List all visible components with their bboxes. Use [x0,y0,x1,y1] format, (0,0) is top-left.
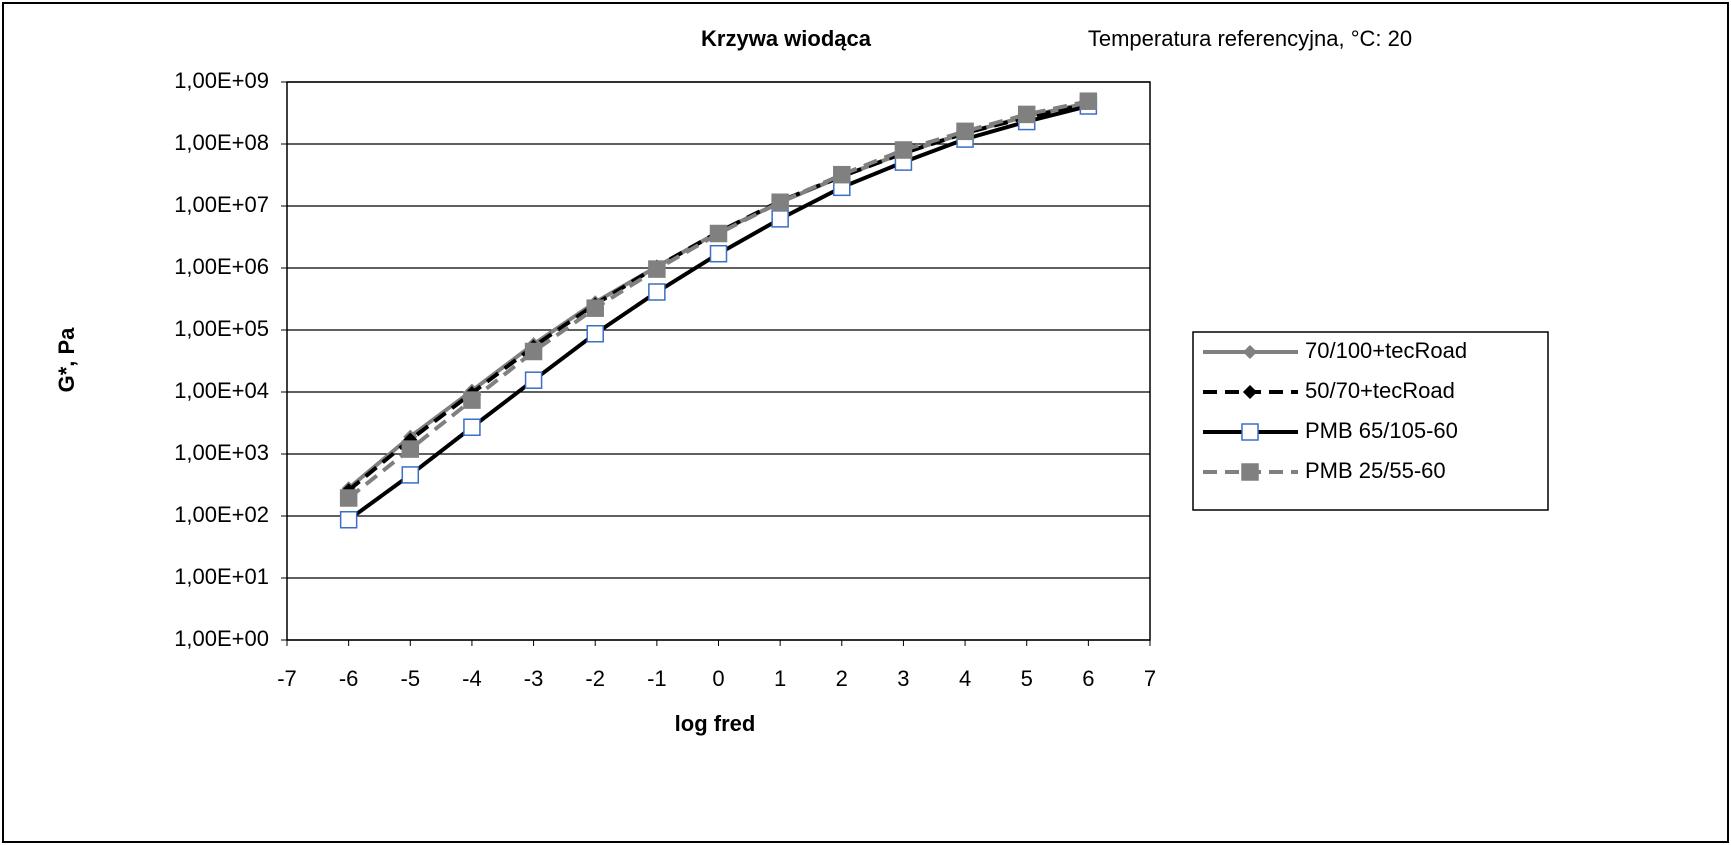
marker [524,342,543,361]
y-tick-label: 1,00E+03 [174,440,269,465]
x-tick-label: 2 [836,666,848,691]
marker [401,440,420,458]
y-tick-label: 1,00E+02 [174,502,269,527]
marker [1241,463,1259,481]
x-tick-label: 5 [1021,666,1033,691]
marker [894,141,913,159]
marker [463,391,481,409]
x-tick-label: 3 [897,666,909,691]
y-tick-label: 1,00E+05 [174,316,269,341]
marker [339,510,358,529]
marker [648,260,666,278]
x-tick-label: -1 [647,666,667,691]
chart-subtitle: Temperatura referencyjna, °C: 20 [1088,26,1412,51]
y-tick-label: 1,00E+06 [174,254,269,279]
marker [1017,105,1036,124]
y-axis-label: G*, Pa [54,327,79,393]
legend-label: 70/100+tecRoad [1305,338,1467,363]
marker [463,418,481,437]
marker [1241,423,1259,441]
marker [648,283,666,301]
marker [524,371,543,389]
marker [956,122,974,141]
y-tick-label: 1,00E+07 [174,192,269,217]
y-tick-label: 1,00E+00 [174,626,269,651]
legend-label: 50/70+tecRoad [1305,378,1455,403]
marker [586,299,604,317]
y-tick-label: 1,00E+01 [174,564,269,589]
x-tick-label: 0 [712,666,724,691]
marker [709,244,728,263]
x-tick-label: 4 [959,666,971,691]
marker [833,165,851,184]
marker [1242,384,1258,400]
x-tick-label: -4 [462,666,482,691]
legend-label: PMB 65/105-60 [1305,418,1458,443]
chart-title: Krzywa wiodąca [701,26,872,51]
x-tick-label: -5 [401,666,421,691]
marker [339,489,358,507]
x-tick-label: -2 [585,666,605,691]
x-tick-label: -7 [277,666,297,691]
x-axis-label: log fred [675,711,756,736]
marker [401,466,420,484]
y-tick-label: 1,00E+09 [174,68,269,93]
marker [771,193,789,211]
x-tick-label: -6 [339,666,359,691]
x-tick-label: 7 [1144,666,1156,691]
y-tick-label: 1,00E+04 [174,378,269,403]
marker [771,210,789,228]
plot-area [286,81,1151,641]
x-tick-label: -3 [524,666,544,691]
marker [586,324,604,343]
x-tick-label: 1 [774,666,786,691]
legend-label: PMB 25/55-60 [1305,458,1446,483]
marker [1242,344,1258,360]
marker [709,224,728,243]
y-tick-label: 1,00E+08 [174,130,269,155]
marker [1079,92,1098,110]
x-tick-label: 6 [1082,666,1094,691]
